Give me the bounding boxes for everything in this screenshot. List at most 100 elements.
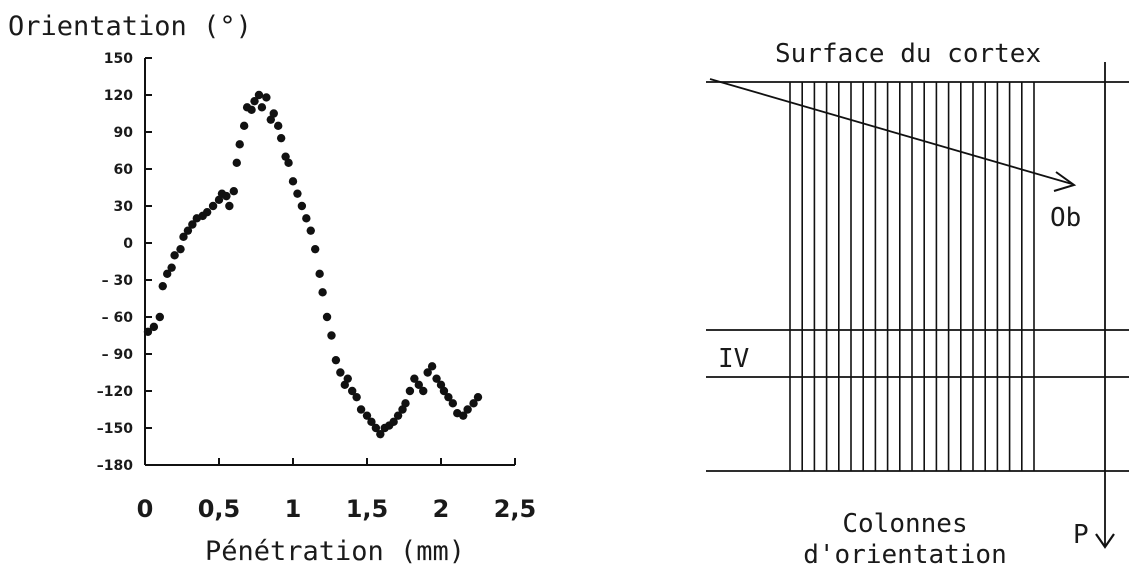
x-tick-label: 2,5 [494, 495, 537, 523]
data-point [179, 232, 188, 242]
data-point [269, 109, 278, 118]
data-point [288, 177, 298, 186]
x-tick-label: 2 [433, 495, 450, 523]
data-point [293, 189, 302, 198]
data-point [158, 281, 167, 291]
data-point [427, 362, 437, 371]
y-tick-label: – 60 [102, 310, 134, 326]
orientation-columns [789, 82, 1035, 471]
layer-iv-label: IV [718, 344, 749, 374]
y-tick-label: 120 [104, 88, 133, 104]
data-point [423, 368, 432, 377]
y-tick-label: –180 [97, 458, 133, 474]
data-points [143, 90, 483, 439]
data-point [274, 121, 283, 131]
data-point [367, 417, 376, 427]
data-point [167, 263, 176, 272]
data-point [284, 158, 293, 168]
y-tick-label: –120 [97, 384, 133, 400]
data-point [163, 269, 172, 279]
data-point [419, 386, 428, 396]
data-point [225, 201, 234, 211]
data-point [343, 374, 352, 383]
data-point [362, 411, 372, 420]
y-tick-label: 0 [123, 236, 133, 252]
x-tick-label: 0,5 [198, 495, 241, 523]
depth-label: P [1073, 520, 1089, 550]
data-point [389, 417, 398, 427]
data-point [149, 322, 159, 332]
y-ticks: 150 120 90 60 30 0 – 30 – 60 – 90 –120 –150 –180 [97, 51, 152, 474]
data-point [250, 96, 259, 106]
data-point [327, 331, 336, 340]
y-tick-label: 90 [114, 125, 134, 141]
data-point [356, 405, 366, 414]
data-point [336, 368, 345, 377]
orientation-chart: Orientation (°) Pénétration (mm) 1501209… [8, 11, 536, 567]
data-point [348, 386, 357, 396]
y-tick-label: 30 [114, 199, 134, 215]
x-axis-label: Pénétration (mm) [205, 536, 465, 567]
data-point [469, 399, 478, 408]
y-tick-label: – 90 [102, 347, 134, 363]
data-point [229, 187, 238, 196]
x-tick-label: 0 [137, 495, 154, 523]
data-point [459, 411, 468, 420]
data-point [170, 251, 179, 260]
y-tick-label: – 30 [102, 273, 134, 289]
data-point [262, 93, 271, 102]
data-point [302, 214, 311, 223]
data-point [143, 327, 153, 336]
data-point [393, 411, 403, 420]
y-tick-label: –150 [97, 421, 133, 437]
y-tick-label: 150 [104, 51, 133, 67]
columns-label-line2: d'orientation [803, 540, 1007, 570]
data-point [331, 355, 341, 365]
data-point [311, 244, 320, 254]
data-point [315, 269, 324, 279]
data-point [297, 201, 307, 211]
data-point [410, 374, 419, 383]
probe-track [709, 78, 1073, 185]
data-point [257, 103, 267, 112]
data-point [432, 374, 441, 383]
x-ticks: 0 0,5 1 1,5 2 2,5 [137, 458, 537, 523]
data-point [439, 386, 449, 396]
data-point [405, 386, 415, 396]
depth-arrowhead [1095, 533, 1115, 549]
data-point [247, 105, 256, 115]
data-point [306, 226, 315, 235]
surface-label: Surface du cortex [775, 39, 1041, 69]
data-point [448, 399, 458, 408]
data-point [202, 207, 212, 217]
data-point [371, 423, 381, 433]
probe-label: Ob [1050, 203, 1081, 233]
data-point [188, 220, 197, 229]
y-axis-label: Orientation (°) [8, 11, 252, 42]
cortex-diagram: Surface du cortex IV Ob P Colonnes d'ori… [706, 39, 1129, 570]
data-point [463, 405, 472, 414]
data-point [183, 226, 193, 235]
data-point [444, 392, 453, 402]
data-point [352, 392, 361, 402]
y-tick-label: 60 [114, 162, 134, 178]
data-point [254, 90, 264, 100]
data-point [222, 191, 231, 201]
data-point [239, 121, 249, 131]
data-point [376, 429, 385, 439]
data-point [401, 399, 410, 408]
probe-arrowhead [1053, 171, 1077, 192]
data-point [208, 201, 218, 211]
data-point [318, 288, 327, 297]
x-tick-label: 1 [285, 495, 302, 523]
data-point [155, 312, 164, 322]
x-tick-label: 1,5 [346, 495, 389, 523]
data-point [235, 140, 244, 149]
data-point [232, 158, 241, 168]
data-point [176, 244, 185, 254]
data-point [276, 133, 286, 143]
data-point [414, 380, 423, 390]
columns-label-line1: Colonnes [842, 509, 967, 539]
